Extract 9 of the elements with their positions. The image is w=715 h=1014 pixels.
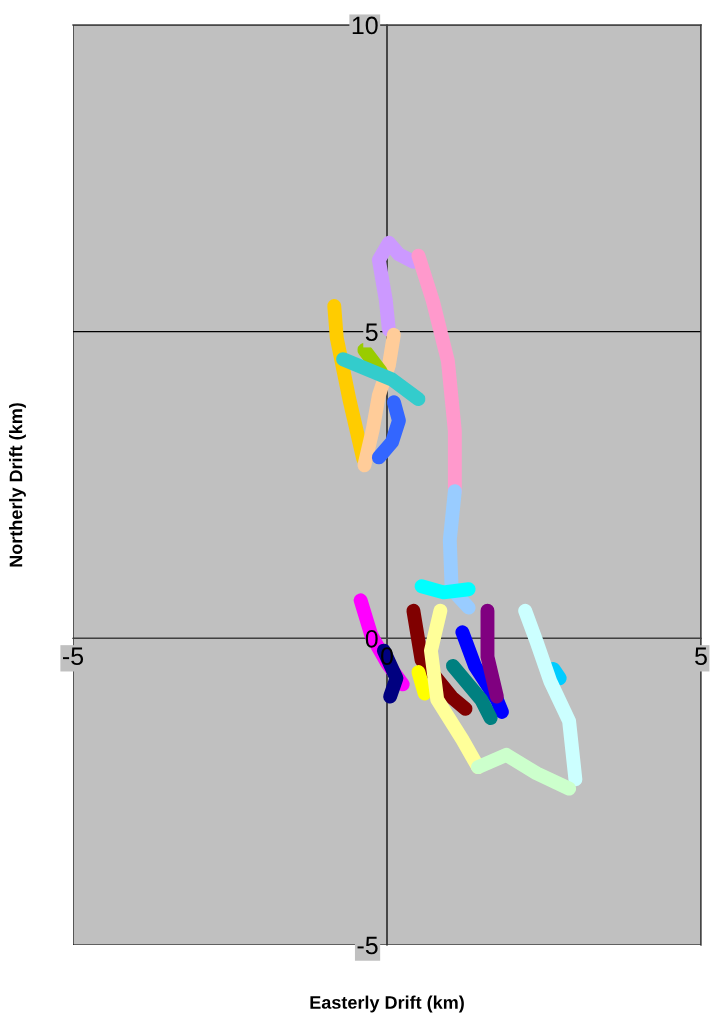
x-tick-label: 0 <box>381 647 393 666</box>
x-tick-label: -5 <box>63 647 84 666</box>
x-axis-title: Easterly Drift (km) <box>310 995 464 1013</box>
y-tick-label: 5 <box>365 323 378 341</box>
y-tick-label: 0 <box>365 629 378 648</box>
y-tick-label: -5 <box>357 936 378 955</box>
y-tick-label: 10 <box>352 16 378 35</box>
x-tick-label: 5 <box>695 647 707 666</box>
y-axis-title: Northerly Drift (km) <box>9 403 26 567</box>
